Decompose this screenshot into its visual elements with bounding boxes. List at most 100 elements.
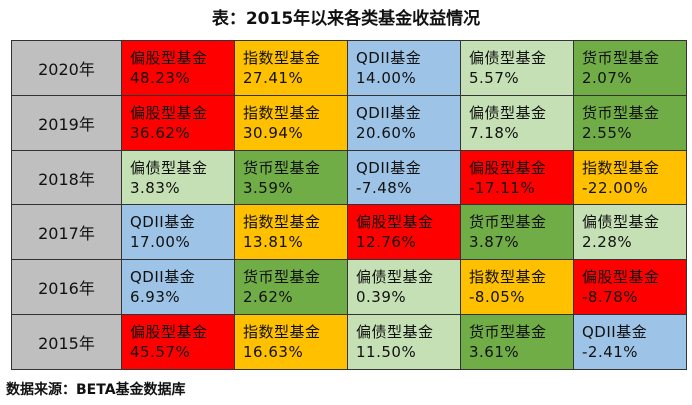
return-value: 16.63%: [243, 343, 304, 362]
fund-type-label: 偏债型基金: [582, 213, 660, 232]
fund-type-label: 指数型基金: [582, 158, 660, 177]
data-source-note: 数据来源：BETA基金数据库: [6, 382, 186, 398]
fund-type-label: QDII基金: [130, 213, 196, 232]
return-value: 2.55%: [582, 123, 633, 142]
return-value: 12.76%: [356, 233, 417, 252]
fund-type-label: 货币型基金: [243, 268, 321, 287]
return-value: 3.61%: [469, 343, 520, 362]
fund-type-label: 偏债型基金: [356, 323, 434, 342]
return-value: 2.07%: [582, 68, 633, 87]
fund-cell: 货币型基金 2.07%: [573, 40, 687, 96]
fund-type-label: 指数型基金: [469, 268, 547, 287]
fund-type-label: 指数型基金: [243, 103, 321, 122]
return-value: 17.00%: [130, 233, 191, 252]
fund-cell: QDII基金 6.93%: [121, 259, 235, 316]
fund-type-label: 指数型基金: [243, 213, 321, 232]
fund-type-label: QDII基金: [356, 103, 422, 122]
fund-cell: QDII基金 14.00%: [347, 40, 461, 96]
year-label: 2018年: [11, 149, 122, 206]
return-value: -8.05%: [469, 288, 526, 307]
return-value: 0.39%: [356, 288, 407, 307]
fund-cell: 指数型基金 16.63%: [234, 314, 348, 370]
fund-cell: 货币型基金 3.59%: [234, 149, 348, 206]
fund-cell: 指数型基金 13.81%: [234, 204, 348, 261]
fund-type-label: 偏股型基金: [356, 213, 434, 232]
fund-type-label: 偏债型基金: [469, 48, 547, 67]
return-value: 11.50%: [356, 343, 417, 362]
fund-type-label: 偏股型基金: [582, 268, 660, 287]
fund-cell: QDII基金 -2.41%: [573, 314, 687, 370]
fund-type-label: QDII基金: [356, 158, 422, 177]
fund-type-label: 偏股型基金: [130, 48, 208, 67]
fund-cell: 偏股型基金 48.23%: [121, 40, 235, 96]
return-value: -7.48%: [356, 178, 413, 197]
fund-type-label: 指数型基金: [243, 323, 321, 342]
fund-type-label: 货币型基金: [469, 323, 547, 342]
fund-cell: 指数型基金 27.41%: [234, 40, 348, 96]
fund-cell: QDII基金 17.00%: [121, 204, 235, 261]
return-value: 3.83%: [130, 178, 181, 197]
return-value: 45.57%: [130, 343, 191, 362]
fund-cell: 偏股型基金 -17.11%: [460, 149, 574, 206]
fund-type-label: 偏股型基金: [130, 103, 208, 122]
return-value: 48.23%: [130, 68, 191, 87]
fund-type-label: 货币型基金: [469, 213, 547, 232]
fund-type-label: QDII基金: [582, 323, 648, 342]
return-value: 36.62%: [130, 123, 191, 142]
fund-cell: 偏股型基金 36.62%: [121, 94, 235, 151]
return-value: -17.11%: [469, 178, 536, 197]
return-value: -8.78%: [582, 288, 639, 307]
table-row: 2015年 偏股型基金 45.57% 指数型基金 16.63% 偏债型基金 11.50% 货币…: [11, 314, 687, 370]
year-label: 2019年: [11, 94, 122, 151]
return-value: 6.93%: [130, 288, 181, 307]
table-title: 表：2015年以来各类基金收益情况: [211, 9, 481, 29]
fund-cell: 货币型基金 3.87%: [460, 204, 574, 261]
fund-cell: 偏债型基金 0.39%: [347, 259, 461, 316]
fund-cell: 偏债型基金 5.57%: [460, 40, 574, 96]
year-label: 2020年: [11, 40, 122, 96]
fund-cell: 偏股型基金 45.57%: [121, 314, 235, 370]
fund-type-label: 货币型基金: [582, 48, 660, 67]
table-row: 2020年 偏股型基金 48.23% 指数型基金 27.41% QDII基金 14.00% 偏…: [11, 40, 687, 96]
return-value: 20.60%: [356, 123, 417, 142]
return-value: 3.59%: [243, 178, 294, 197]
return-value: 2.28%: [582, 233, 633, 252]
fund-cell: 货币型基金 2.55%: [573, 94, 687, 151]
return-value: 7.18%: [469, 123, 520, 142]
fund-cell: 偏股型基金 -8.78%: [573, 259, 687, 316]
fund-type-label: 偏股型基金: [469, 158, 547, 177]
table-row: 2016年 QDII基金 6.93% 货币型基金 2.62% 偏债型基金 0.39% 指数型基…: [11, 259, 687, 316]
fund-cell: 偏债型基金 3.83%: [121, 149, 235, 206]
return-value: 3.87%: [469, 233, 520, 252]
fund-cell: 货币型基金 3.61%: [460, 314, 574, 370]
fund-cell: 指数型基金 30.94%: [234, 94, 348, 151]
fund-cell: 偏股型基金 12.76%: [347, 204, 461, 261]
fund-type-label: QDII基金: [130, 268, 196, 287]
year-label: 2017年: [11, 204, 122, 261]
fund-returns-table: 2020年 偏股型基金 48.23% 指数型基金 27.41% QDII基金 14.00% 偏…: [11, 40, 687, 370]
table-row: 2017年 QDII基金 17.00% 指数型基金 13.81% 偏股型基金 12.76% 货…: [11, 204, 687, 261]
fund-cell: 指数型基金 -8.05%: [460, 259, 574, 316]
fund-type-label: 偏债型基金: [356, 268, 434, 287]
table-body: 2020年 偏股型基金 48.23% 指数型基金 27.41% QDII基金 14.00% 偏…: [11, 40, 687, 370]
return-value: 27.41%: [243, 68, 304, 87]
return-value: 13.81%: [243, 233, 304, 252]
fund-cell: 货币型基金 2.62%: [234, 259, 348, 316]
fund-cell: 指数型基金 -22.00%: [573, 149, 687, 206]
return-value: 2.62%: [243, 288, 294, 307]
return-value: 30.94%: [243, 123, 304, 142]
return-value: 5.57%: [469, 68, 520, 87]
fund-cell: 偏债型基金 11.50%: [347, 314, 461, 370]
fund-cell: 偏债型基金 7.18%: [460, 94, 574, 151]
fund-type-label: 指数型基金: [243, 48, 321, 67]
fund-type-label: 货币型基金: [243, 158, 321, 177]
table-row: 2019年 偏股型基金 36.62% 指数型基金 30.94% QDII基金 20.60% 偏…: [11, 94, 687, 151]
fund-cell: QDII基金 -7.48%: [347, 149, 461, 206]
fund-type-label: 偏股型基金: [130, 323, 208, 342]
fund-type-label: QDII基金: [356, 48, 422, 67]
fund-cell: 偏债型基金 2.28%: [573, 204, 687, 261]
year-label: 2016年: [11, 259, 122, 316]
return-value: 14.00%: [356, 68, 417, 87]
year-label: 2015年: [11, 314, 122, 370]
fund-type-label: 货币型基金: [582, 103, 660, 122]
